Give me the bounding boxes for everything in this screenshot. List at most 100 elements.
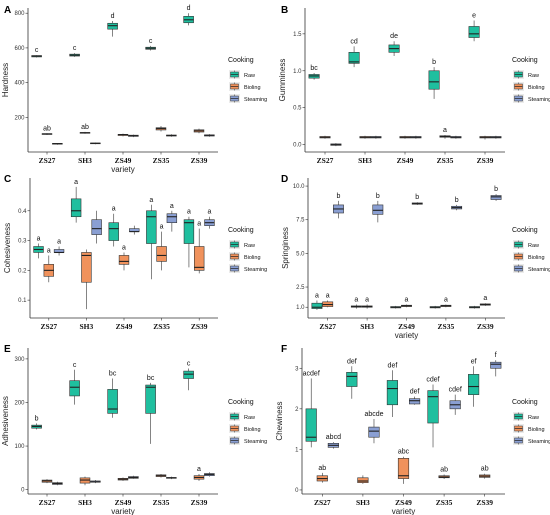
significance-label: a [149, 197, 153, 204]
box-body [346, 372, 358, 387]
significance-label: a [47, 247, 51, 254]
box-bioling-zs49: a [118, 244, 130, 271]
x-tick-label: SH3 [360, 322, 374, 331]
y-tick-label: 0.3 [18, 239, 27, 245]
box-raw-zs35 [429, 305, 441, 309]
box-steaming-zs39 [204, 134, 215, 137]
box-steaming-zs49: def [409, 389, 421, 405]
box-steaming-zs35: a [166, 203, 178, 232]
significance-label: a [122, 244, 126, 251]
box-steaming-zs39 [490, 135, 502, 139]
significance-label: b [432, 59, 436, 66]
box-steaming-zs49 [410, 135, 422, 139]
y-axis-title: Gumminess [278, 59, 287, 102]
panel-E: E 0 100 200 300 Adhesiveness ZS27 b SH3 c ZS49 bc ZS… [1, 344, 267, 515]
significance-label: a [365, 297, 369, 304]
x-tick-label: ZS35 [153, 322, 170, 331]
x-tick-label: ZS27 [39, 156, 56, 165]
box-raw-zs35: bc [145, 375, 156, 444]
box-raw-zs49: d [107, 13, 118, 37]
box-raw-zs27: a [311, 293, 323, 310]
legend-title: Cooking [512, 57, 538, 64]
box-body [468, 374, 480, 395]
box-steaming-zs39: f [490, 352, 502, 377]
y-tick-label: 0.5 [293, 106, 302, 112]
box-body [468, 26, 480, 38]
significance-label: a [112, 206, 116, 213]
x-tick-label: ZS39 [191, 156, 208, 165]
x-tick-label: ZS39 [477, 322, 494, 331]
significance-label: a [208, 209, 212, 216]
significance-label: b [494, 186, 498, 193]
x-tick-label: ZS35 [153, 156, 170, 165]
legend-item-steaming: Steaming [244, 439, 267, 445]
significance-label: a [315, 293, 319, 300]
box-body [156, 246, 167, 262]
box-raw-zs27: c [31, 47, 42, 58]
legend-title: Cooking [228, 399, 254, 406]
box-raw-zs35: a [146, 197, 157, 280]
box-steaming-sh3: abcde [364, 411, 384, 444]
legend: Cooking Raw Bioling Steaming [512, 227, 550, 273]
y-tick-label: 400 [14, 81, 25, 87]
significance-label: a [170, 203, 174, 210]
significance-label: b [415, 194, 419, 201]
box-raw-sh3: cd [348, 38, 360, 68]
significance-label: a [483, 295, 487, 302]
x-tick-label: ZS27 [39, 498, 56, 507]
significance-label: abcde [364, 411, 383, 418]
significance-label: c [149, 38, 153, 45]
box-bioling-zs49 [117, 477, 129, 481]
box-body [427, 390, 439, 424]
panel-A: A 200 400 600 800 Hardness ZS27 c ab SH3 c ab ZS49 d Z… [1, 5, 267, 174]
significance-label: c [73, 45, 77, 52]
box-body [348, 52, 360, 64]
legend-item-bioling: Bioling [528, 85, 545, 91]
legend: Cooking Raw Bioling Steaming [228, 227, 267, 273]
panel-F: F0123ChewinessZS27acdefababcdSH3defabcde… [275, 344, 550, 515]
box-bioling-zs39: a [479, 295, 491, 306]
box-body [91, 219, 102, 235]
box-steaming-sh3 [90, 142, 101, 145]
legend-item-steaming: Steaming [528, 267, 550, 273]
box-raw-sh3: a [70, 179, 82, 223]
box-raw-zs35: b [428, 59, 440, 99]
box-body [372, 204, 384, 215]
x-tick-label: ZS49 [115, 156, 132, 165]
box-bioling-sh3: a [361, 297, 373, 309]
x-tick-label: ZS39 [191, 498, 208, 507]
box-body [145, 384, 156, 414]
legend-title: Cooking [228, 57, 254, 64]
significance-label: a [57, 239, 61, 246]
legend-item-bioling: Bioling [244, 255, 261, 261]
y-tick-label: 3 [295, 366, 299, 372]
panel-label: C [4, 174, 11, 185]
box-raw-zs27: acdef [303, 370, 320, 448]
legend-item-bioling: Bioling [244, 427, 261, 433]
panel-label: B [281, 5, 288, 16]
legend: Cooking Raw Bioling Steaming [512, 57, 550, 103]
box-bioling-zs35 [155, 125, 167, 132]
panel-label: F [281, 344, 287, 355]
box-steaming-sh3 [90, 480, 101, 484]
legend-item-raw: Raw [528, 415, 539, 421]
box-steaming-zs27: b [333, 193, 344, 219]
x-axis-title: variety [395, 331, 419, 340]
box-bioling-zs49: a [401, 297, 412, 308]
legend: Cooking Raw Bioling Steaming [228, 57, 267, 103]
box-bioling-zs35 [155, 473, 167, 478]
box-body [107, 389, 118, 414]
box-steaming-zs49 [129, 225, 140, 235]
significance-label: b [35, 415, 39, 422]
legend: Cooking Raw Bioling Steaming [512, 399, 550, 445]
legend-item-bioling: Bioling [528, 427, 545, 433]
box-bioling-zs35: ab [438, 467, 450, 479]
significance-label: def [388, 362, 398, 369]
significance-label: cdef [449, 387, 462, 394]
significance-label: a [443, 127, 447, 134]
y-axis-title: Hardness [1, 63, 10, 97]
y-axis-title: Cohesiveness [3, 223, 12, 273]
y-tick-label: 1.0 [293, 69, 302, 75]
x-tick-label: ZS27 [40, 322, 57, 331]
x-tick-label: ZS49 [116, 322, 133, 331]
